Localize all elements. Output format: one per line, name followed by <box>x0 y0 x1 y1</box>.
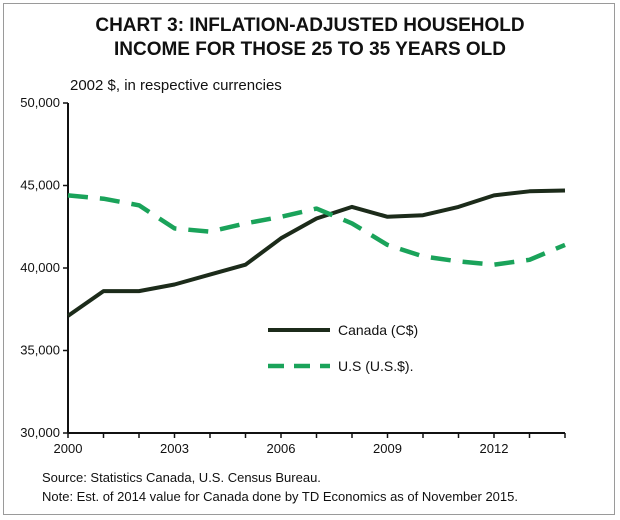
x-tick-label: 2012 <box>480 441 509 456</box>
x-tick-label: 2003 <box>160 441 189 456</box>
series-line-us <box>67 193 566 267</box>
y-tick-label: 30,000 <box>20 425 60 440</box>
axes: 30,000 35,000 40,000 45,000 50,000 2000 2003 20… <box>20 95 566 456</box>
y-tick-label: 45,000 <box>20 178 60 193</box>
legend-label: U.S (U.S.$). <box>338 358 413 374</box>
legend: Canada (C$) U.S (U.S.$). <box>268 322 418 374</box>
legend-label: Canada (C$) <box>338 322 418 338</box>
x-tick-label: 2006 <box>267 441 296 456</box>
series-group <box>66 188 566 318</box>
y-tick-label: 50,000 <box>20 95 60 110</box>
x-tick-label: 2000 <box>54 441 83 456</box>
y-axis-unit-label: 2002 $, in respective currencies <box>70 77 282 94</box>
y-tick-label: 35,000 <box>20 343 60 358</box>
chart-title-line-2: INCOME FOR THOSE 25 TO 35 YEARS OLD <box>113 39 507 60</box>
estimate-note: Note: Est. of 2014 value for Canada done… <box>42 489 518 504</box>
source-note: Source: Statistics Canada, U.S. Census B… <box>42 470 321 485</box>
chart-title-line-1: CHART 3: INFLATION-ADJUSTED HOUSEHOLD <box>95 15 525 36</box>
chart-footer: Source: Statistics Canada, U.S. Census B… <box>42 468 518 506</box>
y-tick-label: 40,000 <box>20 260 60 275</box>
chart-title: CHART 3: INFLATION-ADJUSTED HOUSEHOLD IN… <box>0 14 620 62</box>
x-tick-label: 2009 <box>373 441 402 456</box>
chart-frame <box>3 3 615 515</box>
